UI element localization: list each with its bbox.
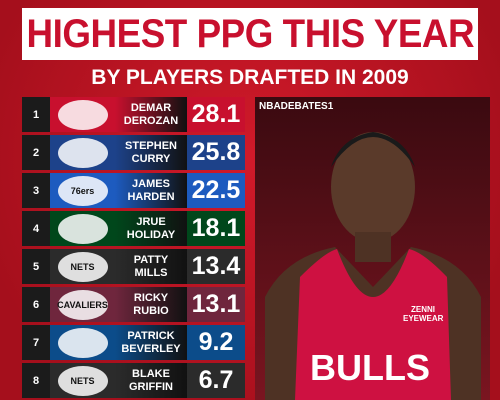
player-row: 3 76ers JAMES HARDEN 22.5	[22, 173, 245, 208]
logo-badge: CAVALIERS	[57, 289, 108, 320]
last-name: HOLIDAY	[126, 228, 176, 241]
rank: 1	[22, 97, 50, 132]
player-name: PATRICK BEVERLEY	[115, 325, 187, 360]
title-banner: HIGHEST PPG THIS YEAR	[22, 8, 478, 60]
team-logo	[50, 325, 115, 360]
logo-badge	[57, 213, 108, 244]
watermark: NBADEBATES1	[259, 101, 334, 112]
first-name: DEMAR	[130, 101, 172, 114]
team-logo	[50, 97, 115, 132]
player-row: 4 JRUE HOLIDAY 18.1	[22, 211, 245, 246]
logo-badge: 76ers	[57, 175, 108, 206]
player-name: RICKY RUBIO	[115, 287, 187, 322]
last-name: HARDEN	[127, 190, 175, 203]
first-name: PATTY	[133, 253, 169, 266]
player-name: JAMES HARDEN	[115, 173, 187, 208]
last-name: GRIFFIN	[129, 380, 173, 393]
player-row: 8 NETS BLAKE GRIFFIN 6.7	[22, 363, 245, 398]
ppg-value: 28.1	[187, 97, 245, 132]
last-name: BEVERLEY	[121, 342, 181, 355]
team-logo: NETS	[50, 249, 115, 284]
title: HIGHEST PPG THIS YEAR	[26, 11, 474, 56]
head	[331, 132, 415, 242]
neck	[355, 232, 391, 262]
player-row: 6 CAVALIERS RICKY RUBIO 13.1	[22, 287, 245, 322]
jersey-sponsor: ZENNI EYEWEAR	[403, 305, 444, 323]
ppg-value: 13.4	[187, 249, 245, 284]
player-row: 5 NETS PATTY MILLS 13.4	[22, 249, 245, 284]
ppg-value: 9.2	[187, 325, 245, 360]
player-name: PATTY MILLS	[115, 249, 187, 284]
first-name: PATRICK	[127, 329, 175, 342]
rank: 4	[22, 211, 50, 246]
player-illustration	[265, 132, 481, 400]
rank: 7	[22, 325, 50, 360]
first-name: JRUE	[136, 215, 166, 228]
subtitle: BY PLAYERS DRAFTED IN 2009	[91, 66, 409, 89]
team-logo: NETS	[50, 363, 115, 398]
player-name: STEPHEN CURRY	[115, 135, 187, 170]
rank: 2	[22, 135, 50, 170]
ppg-value: 13.1	[187, 287, 245, 322]
first-name: BLAKE	[132, 367, 170, 380]
player-name: BLAKE GRIFFIN	[115, 363, 187, 398]
player-row: 7 PATRICK BEVERLEY 9.2	[22, 325, 245, 360]
team-logo: CAVALIERS	[50, 287, 115, 322]
ppg-value: 22.5	[187, 173, 245, 208]
rank: 6	[22, 287, 50, 322]
team-logo	[50, 135, 115, 170]
player-name: JRUE HOLIDAY	[115, 211, 187, 246]
team-logo	[50, 211, 115, 246]
ppg-value: 6.7	[187, 363, 245, 398]
first-name: STEPHEN	[125, 139, 177, 152]
team-logo: 76ers	[50, 173, 115, 208]
logo-badge: NETS	[57, 251, 108, 282]
ppg-value: 18.1	[187, 211, 245, 246]
player-name: DEMAR DEROZAN	[115, 97, 187, 132]
jersey	[295, 249, 451, 400]
jersey-text: BULLS	[310, 347, 430, 388]
player-photo: NBADEBATES1 ZENNI EYEWEAR BULLS	[255, 97, 490, 400]
logo-badge	[57, 137, 108, 168]
logo-badge	[57, 99, 108, 130]
ppg-value: 25.8	[187, 135, 245, 170]
player-row: 1 DEMAR DEROZAN 28.1	[22, 97, 245, 132]
last-name: DEROZAN	[123, 114, 179, 127]
last-name: RUBIO	[133, 304, 169, 317]
first-name: JAMES	[132, 177, 170, 190]
rank: 3	[22, 173, 50, 208]
hair	[331, 132, 415, 167]
rank: 5	[22, 249, 50, 284]
last-name: CURRY	[131, 152, 171, 165]
first-name: RICKY	[133, 291, 169, 304]
logo-badge: NETS	[57, 365, 108, 396]
logo-badge	[57, 327, 108, 358]
player-row: 2 STEPHEN CURRY 25.8	[22, 135, 245, 170]
last-name: MILLS	[134, 266, 168, 279]
rank: 8	[22, 363, 50, 398]
